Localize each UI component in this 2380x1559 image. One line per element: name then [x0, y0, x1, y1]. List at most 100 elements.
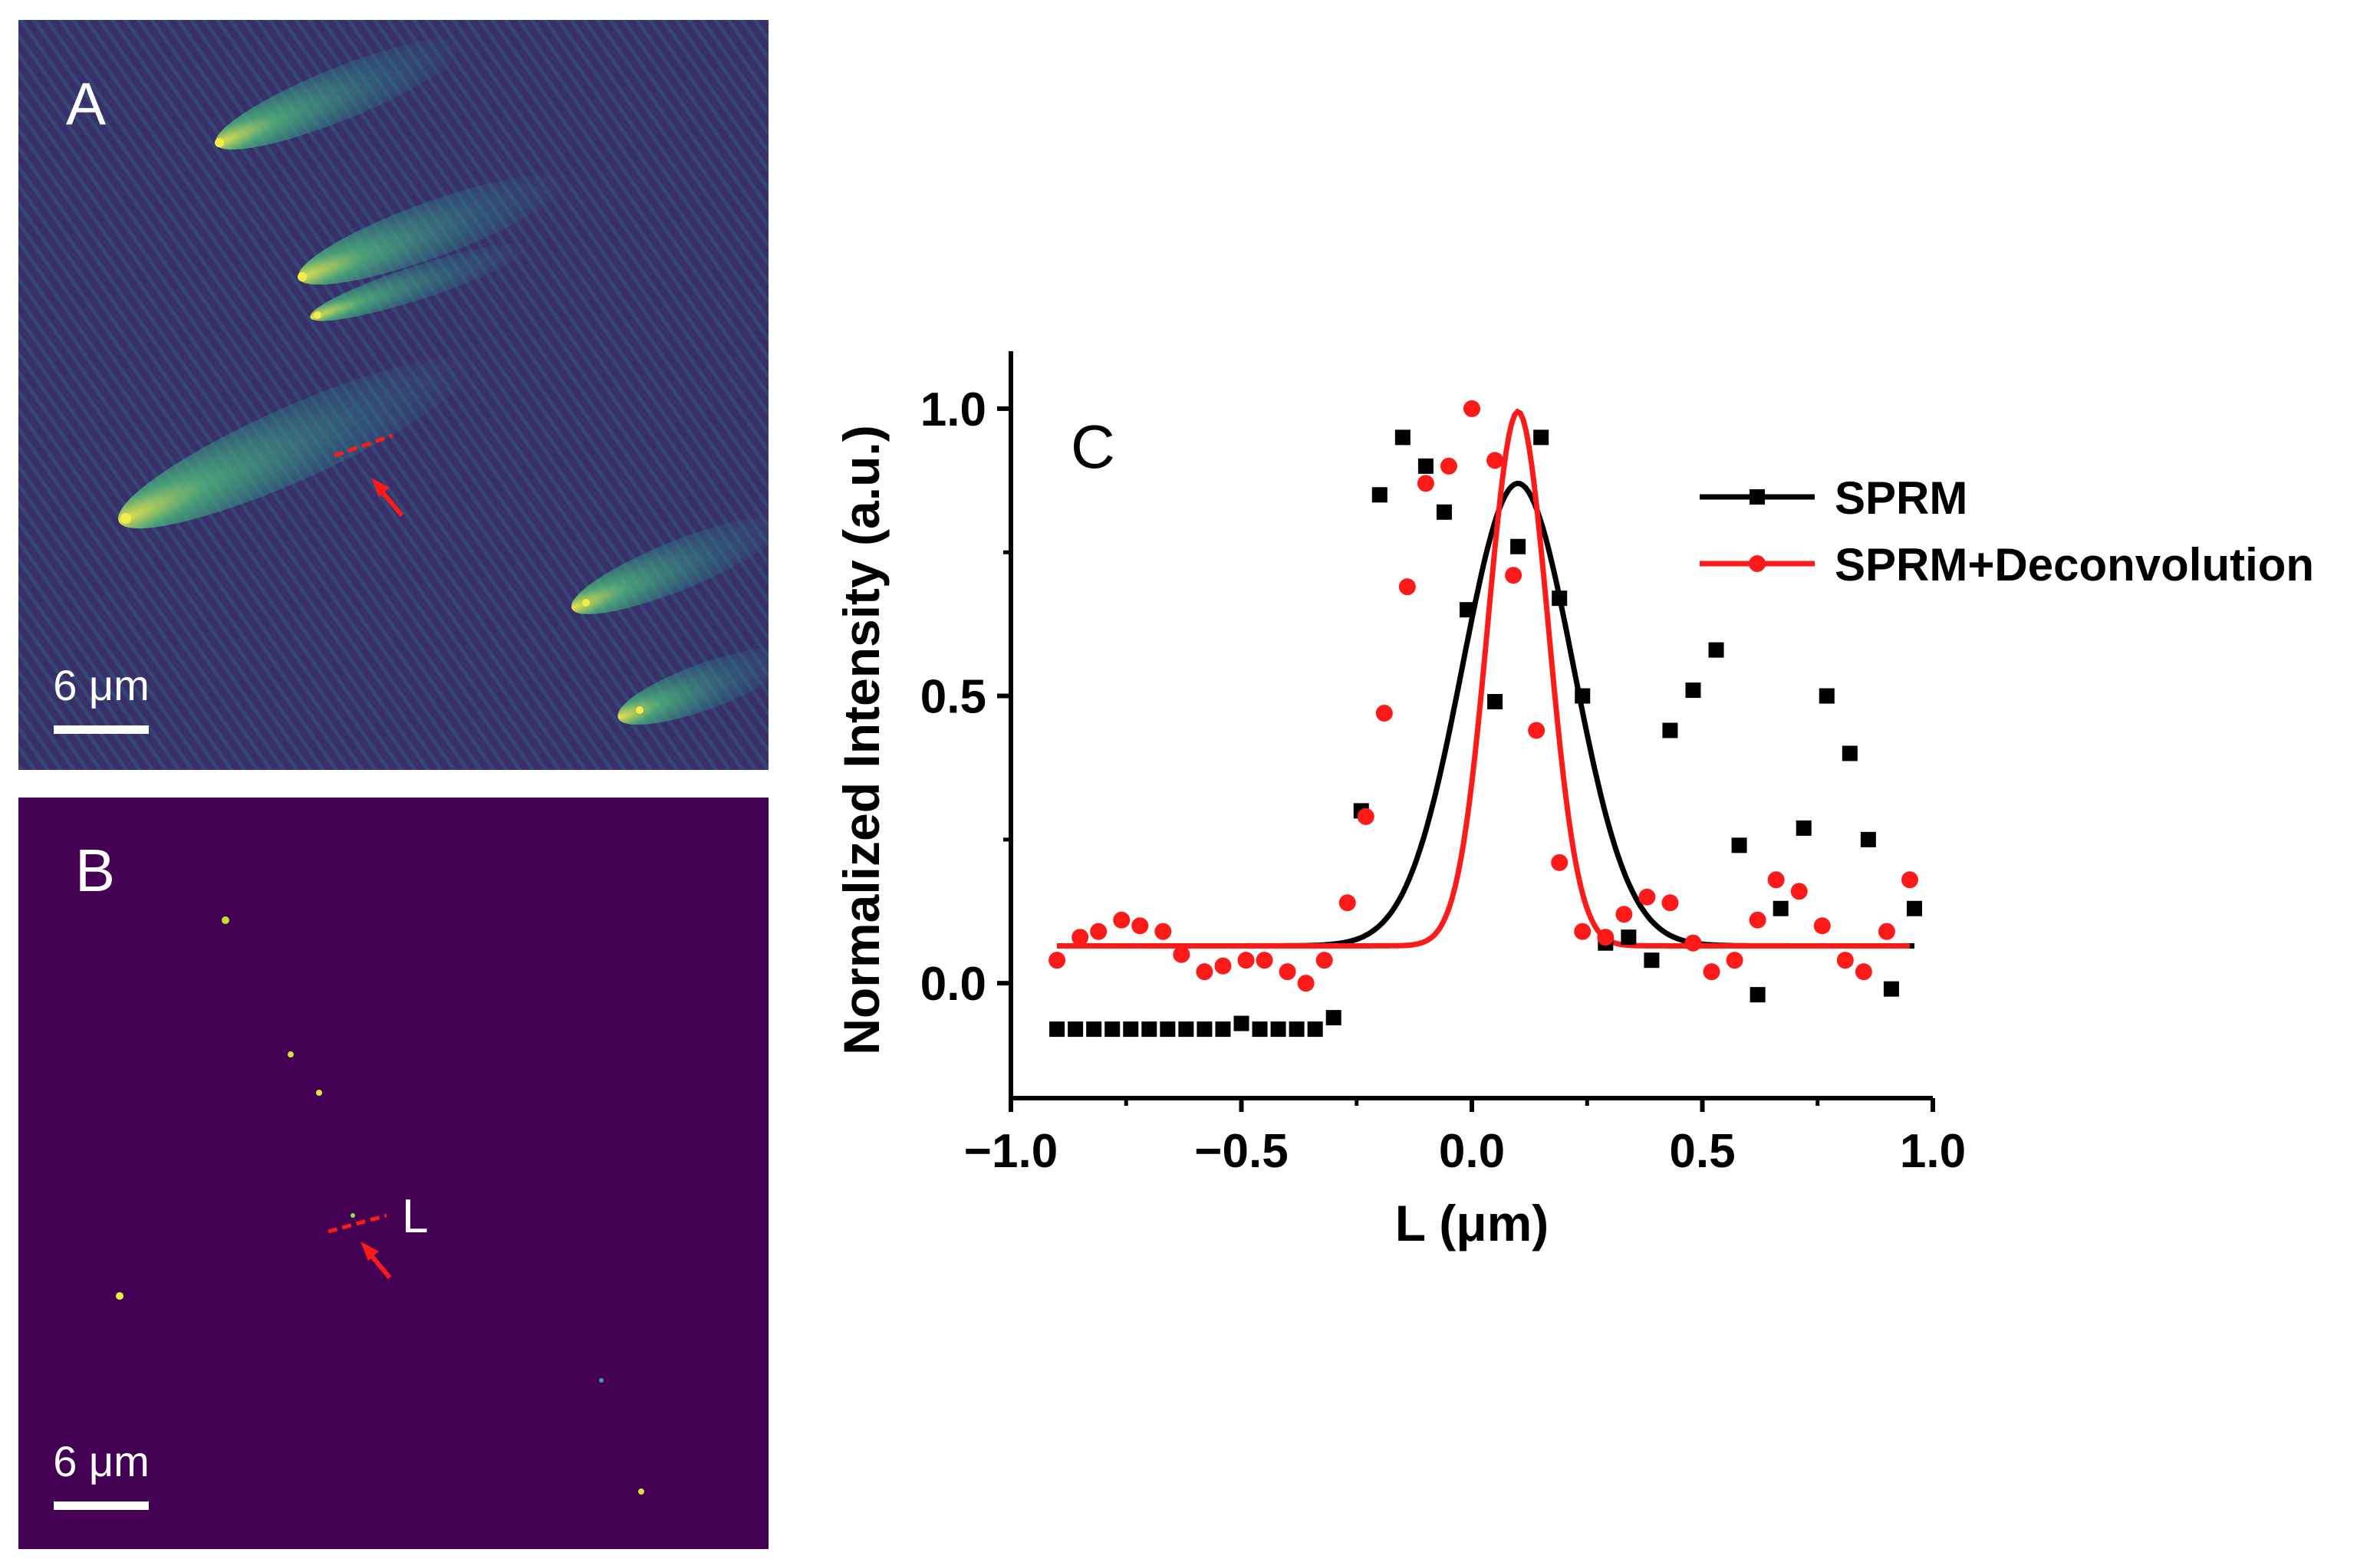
sprm-point — [1215, 1021, 1231, 1038]
panel-b: B L 6 μm — [18, 798, 769, 1549]
chart-axes — [997, 351, 1935, 1112]
deconvolution-point — [1090, 923, 1108, 940]
legend-marker — [1750, 489, 1765, 505]
sprm-point — [1708, 642, 1724, 658]
deconvolution-point — [1726, 952, 1743, 969]
sprm-point — [1160, 1021, 1176, 1038]
deconvolution-point — [1440, 457, 1457, 475]
panel-c-label: C — [1071, 413, 1115, 481]
panel-b-image — [18, 798, 769, 1549]
sprm-point — [1621, 929, 1637, 946]
deconvolution-point — [1638, 888, 1656, 906]
panel-b-label: B — [75, 837, 116, 904]
deconvolution-point — [1661, 894, 1679, 912]
deconvolution-point — [1749, 911, 1766, 929]
sprm-point — [1860, 831, 1876, 847]
deconvolution-point — [1154, 923, 1172, 940]
panel-b-line-label: L — [402, 1190, 429, 1243]
deconvolution-point — [1790, 883, 1808, 900]
sprm-point — [1049, 1021, 1065, 1038]
sprm-point — [1178, 1021, 1194, 1038]
x-tick-label: −0.5 — [1194, 1125, 1288, 1178]
fit-curve-deconvolution — [1057, 408, 1910, 949]
legend-label: SPRM — [1835, 472, 1967, 524]
panel-a-label: A — [66, 70, 107, 137]
deconvolution-point — [1131, 917, 1149, 935]
sprm-point — [1325, 1010, 1341, 1026]
deconvolution-point — [1297, 975, 1315, 992]
panel-a-profile-line — [334, 433, 393, 458]
x-tick-label: 1.0 — [1900, 1125, 1966, 1178]
deconvolution-point — [1375, 705, 1393, 722]
deconvolution-point — [1615, 906, 1633, 923]
deconvolution-point — [1048, 952, 1066, 969]
deconvolution-point — [1878, 923, 1895, 940]
deconvolution-point — [1486, 452, 1504, 469]
sprm-point — [1662, 722, 1678, 738]
deconvolution-point — [1315, 952, 1333, 969]
sprm-point — [1842, 745, 1858, 761]
deconvolution-point — [1836, 952, 1854, 969]
x-tick-label: 0.0 — [1439, 1125, 1505, 1178]
deconvolution-point — [1551, 854, 1569, 871]
panel-b-arrow-icon — [360, 1242, 392, 1279]
deconvolution-point — [1574, 923, 1592, 940]
sprm-point — [1750, 987, 1766, 1003]
sprm-point — [1883, 981, 1899, 997]
sprm-point — [1104, 1021, 1121, 1038]
sprm-point — [1510, 538, 1526, 554]
sprm-point — [1906, 900, 1922, 916]
deconvolution-point — [1237, 952, 1255, 969]
deconvolution-point — [1855, 963, 1872, 981]
sprm-point — [1773, 900, 1789, 916]
deconvolution-point — [1113, 911, 1131, 929]
sprm-point — [1197, 1021, 1213, 1038]
sprm-point — [1086, 1021, 1102, 1038]
y-tick-label: 0.5 — [920, 671, 986, 724]
x-tick-label: −1.0 — [964, 1125, 1058, 1178]
deconvolution-point — [1901, 871, 1918, 889]
sprm-point — [1252, 1021, 1268, 1038]
deconvolution-point — [1703, 963, 1720, 981]
deconvolution-point — [1196, 963, 1213, 981]
deconvolution-point — [1767, 871, 1785, 889]
deconvolution-point — [1071, 929, 1089, 946]
fit-curve-sprm — [1057, 480, 1914, 949]
panel-a-image — [18, 20, 769, 770]
deconvolution-point — [1398, 578, 1416, 596]
deconvolution-point — [1684, 934, 1702, 952]
deconvolution-point — [1505, 567, 1522, 584]
plasmon-wakes — [118, 38, 769, 725]
sprm-point — [1270, 1021, 1286, 1038]
panel-a-scalebar-label: 6 μm — [53, 661, 150, 709]
y-tick-label: 0.0 — [920, 958, 986, 1011]
panel-b-profile-line — [328, 1213, 387, 1234]
sprm-point — [1796, 820, 1812, 836]
deconvolution-point — [1214, 957, 1232, 975]
deconvolution-point — [1357, 807, 1374, 825]
y-axis-title: Normalized Intensity (a.u.) — [833, 425, 890, 1054]
sprm-point — [1394, 429, 1411, 446]
deconvolution-point — [1528, 722, 1546, 739]
panel-a-scalebar — [54, 725, 149, 734]
sprm-point — [1417, 458, 1434, 474]
sprm-point — [1575, 688, 1591, 704]
panel-b-scalebar — [54, 1501, 149, 1510]
sprm-point — [1436, 504, 1452, 520]
deconvolution-point — [1813, 917, 1831, 935]
sprm-point — [1552, 590, 1568, 607]
legend: SPRM SPRM+Deconvolution — [1700, 472, 2314, 590]
deconvolution-point — [1338, 894, 1356, 912]
sprm-point — [1685, 682, 1701, 699]
deconvolution-point — [1417, 475, 1434, 492]
panel-b-background — [18, 798, 769, 1549]
sprm-point — [1233, 1015, 1249, 1031]
legend-marker — [1749, 555, 1766, 572]
panel-b-scalebar-label: 6 μm — [53, 1437, 150, 1485]
nanoparticle-spots — [120, 138, 644, 714]
panel-a-arrow-icon — [371, 478, 404, 517]
sprm-point — [1289, 1021, 1305, 1038]
fit-curves — [1057, 408, 1914, 949]
deconvolution-point — [1597, 929, 1615, 946]
